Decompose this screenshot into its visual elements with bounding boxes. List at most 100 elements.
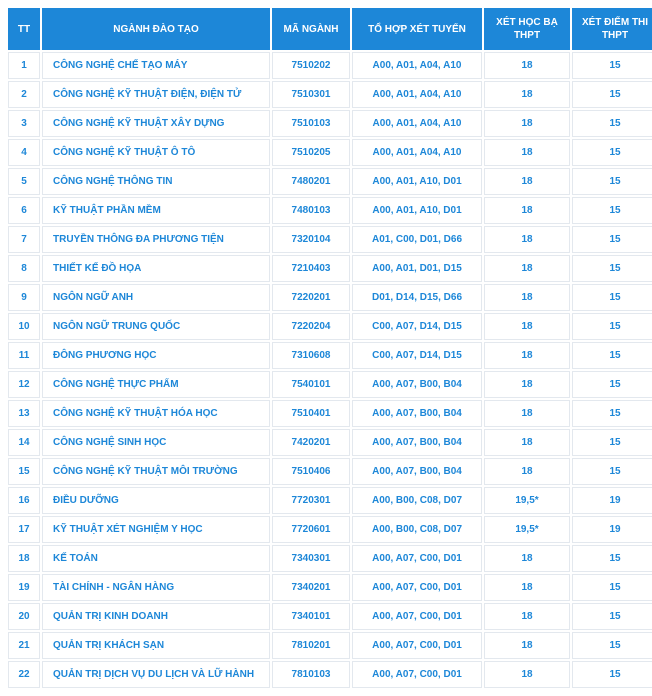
- cell-tt: 11: [8, 342, 40, 369]
- cell-tt: 6: [8, 197, 40, 224]
- cell-hb: 18: [484, 429, 570, 456]
- cell-code: 7510103: [272, 110, 350, 137]
- cell-hb: 18: [484, 371, 570, 398]
- cell-thi: 15: [572, 603, 652, 630]
- cell-hb: 18: [484, 81, 570, 108]
- cell-code: 7810103: [272, 661, 350, 688]
- table-row: 18KẾ TOÁN7340301A00, A07, C00, D011815: [8, 545, 652, 572]
- table-row: 9NGÔN NGỮ ANH7220201D01, D14, D15, D6618…: [8, 284, 652, 311]
- cell-tt: 1: [8, 52, 40, 79]
- cell-tt: 18: [8, 545, 40, 572]
- cell-comb: A00, A07, B00, B04: [352, 371, 482, 398]
- cell-name: CÔNG NGHỆ THỰC PHẨM: [42, 371, 270, 398]
- cell-thi: 15: [572, 139, 652, 166]
- cell-hb: 19,5*: [484, 516, 570, 543]
- cell-comb: A00, A01, A10, D01: [352, 197, 482, 224]
- cell-hb: 18: [484, 226, 570, 253]
- cell-code: 7210403: [272, 255, 350, 282]
- cell-thi: 15: [572, 52, 652, 79]
- table-row: 10NGÔN NGỮ TRUNG QUỐC7220204C00, A07, D1…: [8, 313, 652, 340]
- cell-code: 7810201: [272, 632, 350, 659]
- cell-name: QUẢN TRỊ KINH DOANH: [42, 603, 270, 630]
- cell-hb: 18: [484, 284, 570, 311]
- cell-hb: 18: [484, 603, 570, 630]
- cell-hb: 18: [484, 313, 570, 340]
- col-header-hb: XÉT HỌC BẠ THPT: [484, 8, 570, 50]
- cell-name: CÔNG NGHỆ KỸ THUẬT HÓA HỌC: [42, 400, 270, 427]
- table-row: 17KỸ THUẬT XÉT NGHIỆM Y HỌC7720601A00, B…: [8, 516, 652, 543]
- cell-hb: 18: [484, 342, 570, 369]
- table-header-row: TT NGÀNH ĐÀO TẠO MÃ NGÀNH TỔ HỢP XÉT TUY…: [8, 8, 652, 50]
- cell-code: 7480103: [272, 197, 350, 224]
- cell-code: 7340101: [272, 603, 350, 630]
- cell-tt: 13: [8, 400, 40, 427]
- table-row: 20QUẢN TRỊ KINH DOANH7340101A00, A07, C0…: [8, 603, 652, 630]
- cell-code: 7540101: [272, 371, 350, 398]
- cell-name: TÀI CHÍNH - NGÂN HÀNG: [42, 574, 270, 601]
- cell-name: KỸ THUẬT XÉT NGHIỆM Y HỌC: [42, 516, 270, 543]
- table-row: 3CÔNG NGHỆ KỸ THUẬT XÂY DỰNG7510103A00, …: [8, 110, 652, 137]
- cell-code: 7510205: [272, 139, 350, 166]
- cell-comb: A00, A07, C00, D01: [352, 574, 482, 601]
- cell-thi: 19: [572, 516, 652, 543]
- table-row: 19TÀI CHÍNH - NGÂN HÀNG7340201A00, A07, …: [8, 574, 652, 601]
- cell-comb: A00, A07, B00, B04: [352, 458, 482, 485]
- cell-name: THIẾT KẾ ĐỒ HỌA: [42, 255, 270, 282]
- cell-comb: A00, A01, D01, D15: [352, 255, 482, 282]
- cell-thi: 15: [572, 400, 652, 427]
- cell-thi: 15: [572, 371, 652, 398]
- cell-comb: A00, A01, A04, A10: [352, 81, 482, 108]
- col-header-tt: TT: [8, 8, 40, 50]
- cell-thi: 15: [572, 168, 652, 195]
- cell-name: KẾ TOÁN: [42, 545, 270, 572]
- cell-comb: A00, A07, C00, D01: [352, 661, 482, 688]
- cell-comb: A00, A01, A10, D01: [352, 168, 482, 195]
- cell-tt: 5: [8, 168, 40, 195]
- cell-name: CÔNG NGHỆ KỸ THUẬT Ô TÔ: [42, 139, 270, 166]
- cell-thi: 15: [572, 574, 652, 601]
- cell-tt: 22: [8, 661, 40, 688]
- cell-comb: A01, C00, D01, D66: [352, 226, 482, 253]
- cell-name: QUẢN TRỊ KHÁCH SẠN: [42, 632, 270, 659]
- cell-hb: 18: [484, 458, 570, 485]
- cell-name: QUẢN TRỊ DỊCH VỤ DU LỊCH VÀ LỮ HÀNH: [42, 661, 270, 688]
- cell-tt: 7: [8, 226, 40, 253]
- table-row: 12CÔNG NGHỆ THỰC PHẨM7540101A00, A07, B0…: [8, 371, 652, 398]
- cell-tt: 8: [8, 255, 40, 282]
- cell-thi: 15: [572, 226, 652, 253]
- cell-tt: 2: [8, 81, 40, 108]
- cell-thi: 15: [572, 661, 652, 688]
- cell-code: 7340201: [272, 574, 350, 601]
- col-header-comb: TỔ HỢP XÉT TUYỂN: [352, 8, 482, 50]
- cell-name: CÔNG NGHỆ KỸ THUẬT XÂY DỰNG: [42, 110, 270, 137]
- table-row: 22QUẢN TRỊ DỊCH VỤ DU LỊCH VÀ LỮ HÀNH781…: [8, 661, 652, 688]
- cell-thi: 19: [572, 487, 652, 514]
- cell-tt: 10: [8, 313, 40, 340]
- cell-hb: 18: [484, 400, 570, 427]
- admissions-table: TT NGÀNH ĐÀO TẠO MÃ NGÀNH TỔ HỢP XÉT TUY…: [6, 6, 652, 690]
- cell-comb: A00, A01, A04, A10: [352, 110, 482, 137]
- cell-tt: 17: [8, 516, 40, 543]
- cell-hb: 18: [484, 52, 570, 79]
- cell-comb: C00, A07, D14, D15: [352, 342, 482, 369]
- table-body: 1CÔNG NGHỆ CHẾ TẠO MÁY7510202A00, A01, A…: [8, 52, 652, 688]
- cell-thi: 15: [572, 284, 652, 311]
- cell-name: CÔNG NGHỆ CHẾ TẠO MÁY: [42, 52, 270, 79]
- cell-code: 7720601: [272, 516, 350, 543]
- cell-thi: 15: [572, 342, 652, 369]
- cell-tt: 19: [8, 574, 40, 601]
- cell-hb: 18: [484, 255, 570, 282]
- table-row: 1CÔNG NGHỆ CHẾ TẠO MÁY7510202A00, A01, A…: [8, 52, 652, 79]
- cell-thi: 15: [572, 458, 652, 485]
- cell-code: 7310608: [272, 342, 350, 369]
- cell-hb: 18: [484, 197, 570, 224]
- cell-name: KỸ THUẬT PHẦN MỀM: [42, 197, 270, 224]
- cell-thi: 15: [572, 197, 652, 224]
- cell-code: 7510301: [272, 81, 350, 108]
- cell-code: 7510401: [272, 400, 350, 427]
- cell-code: 7220204: [272, 313, 350, 340]
- cell-comb: A00, A07, C00, D01: [352, 603, 482, 630]
- table-row: 6KỸ THUẬT PHẦN MỀM7480103A00, A01, A10, …: [8, 197, 652, 224]
- cell-tt: 21: [8, 632, 40, 659]
- cell-comb: A00, B00, C08, D07: [352, 516, 482, 543]
